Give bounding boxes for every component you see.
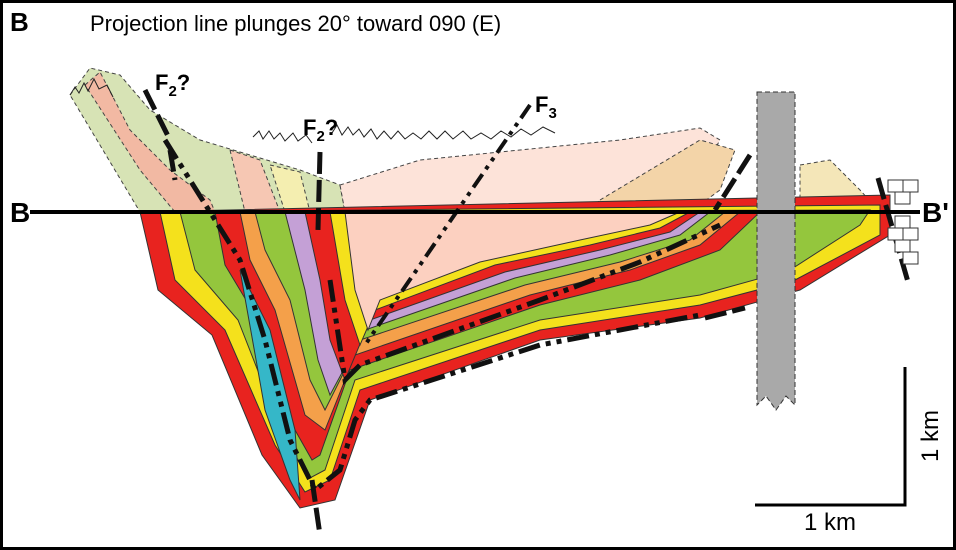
panel-letter: B [10, 7, 29, 37]
section-start: B [10, 197, 30, 228]
scale-horizontal: 1 km [804, 509, 856, 536]
section-end: B' [922, 197, 949, 228]
title: Projection line plunges 20° toward 090 (… [90, 11, 501, 36]
borehole [757, 92, 795, 410]
cross-section: B B' B Projection line plunges 20° towar… [0, 0, 956, 550]
scale-vertical: 1 km [917, 410, 944, 462]
